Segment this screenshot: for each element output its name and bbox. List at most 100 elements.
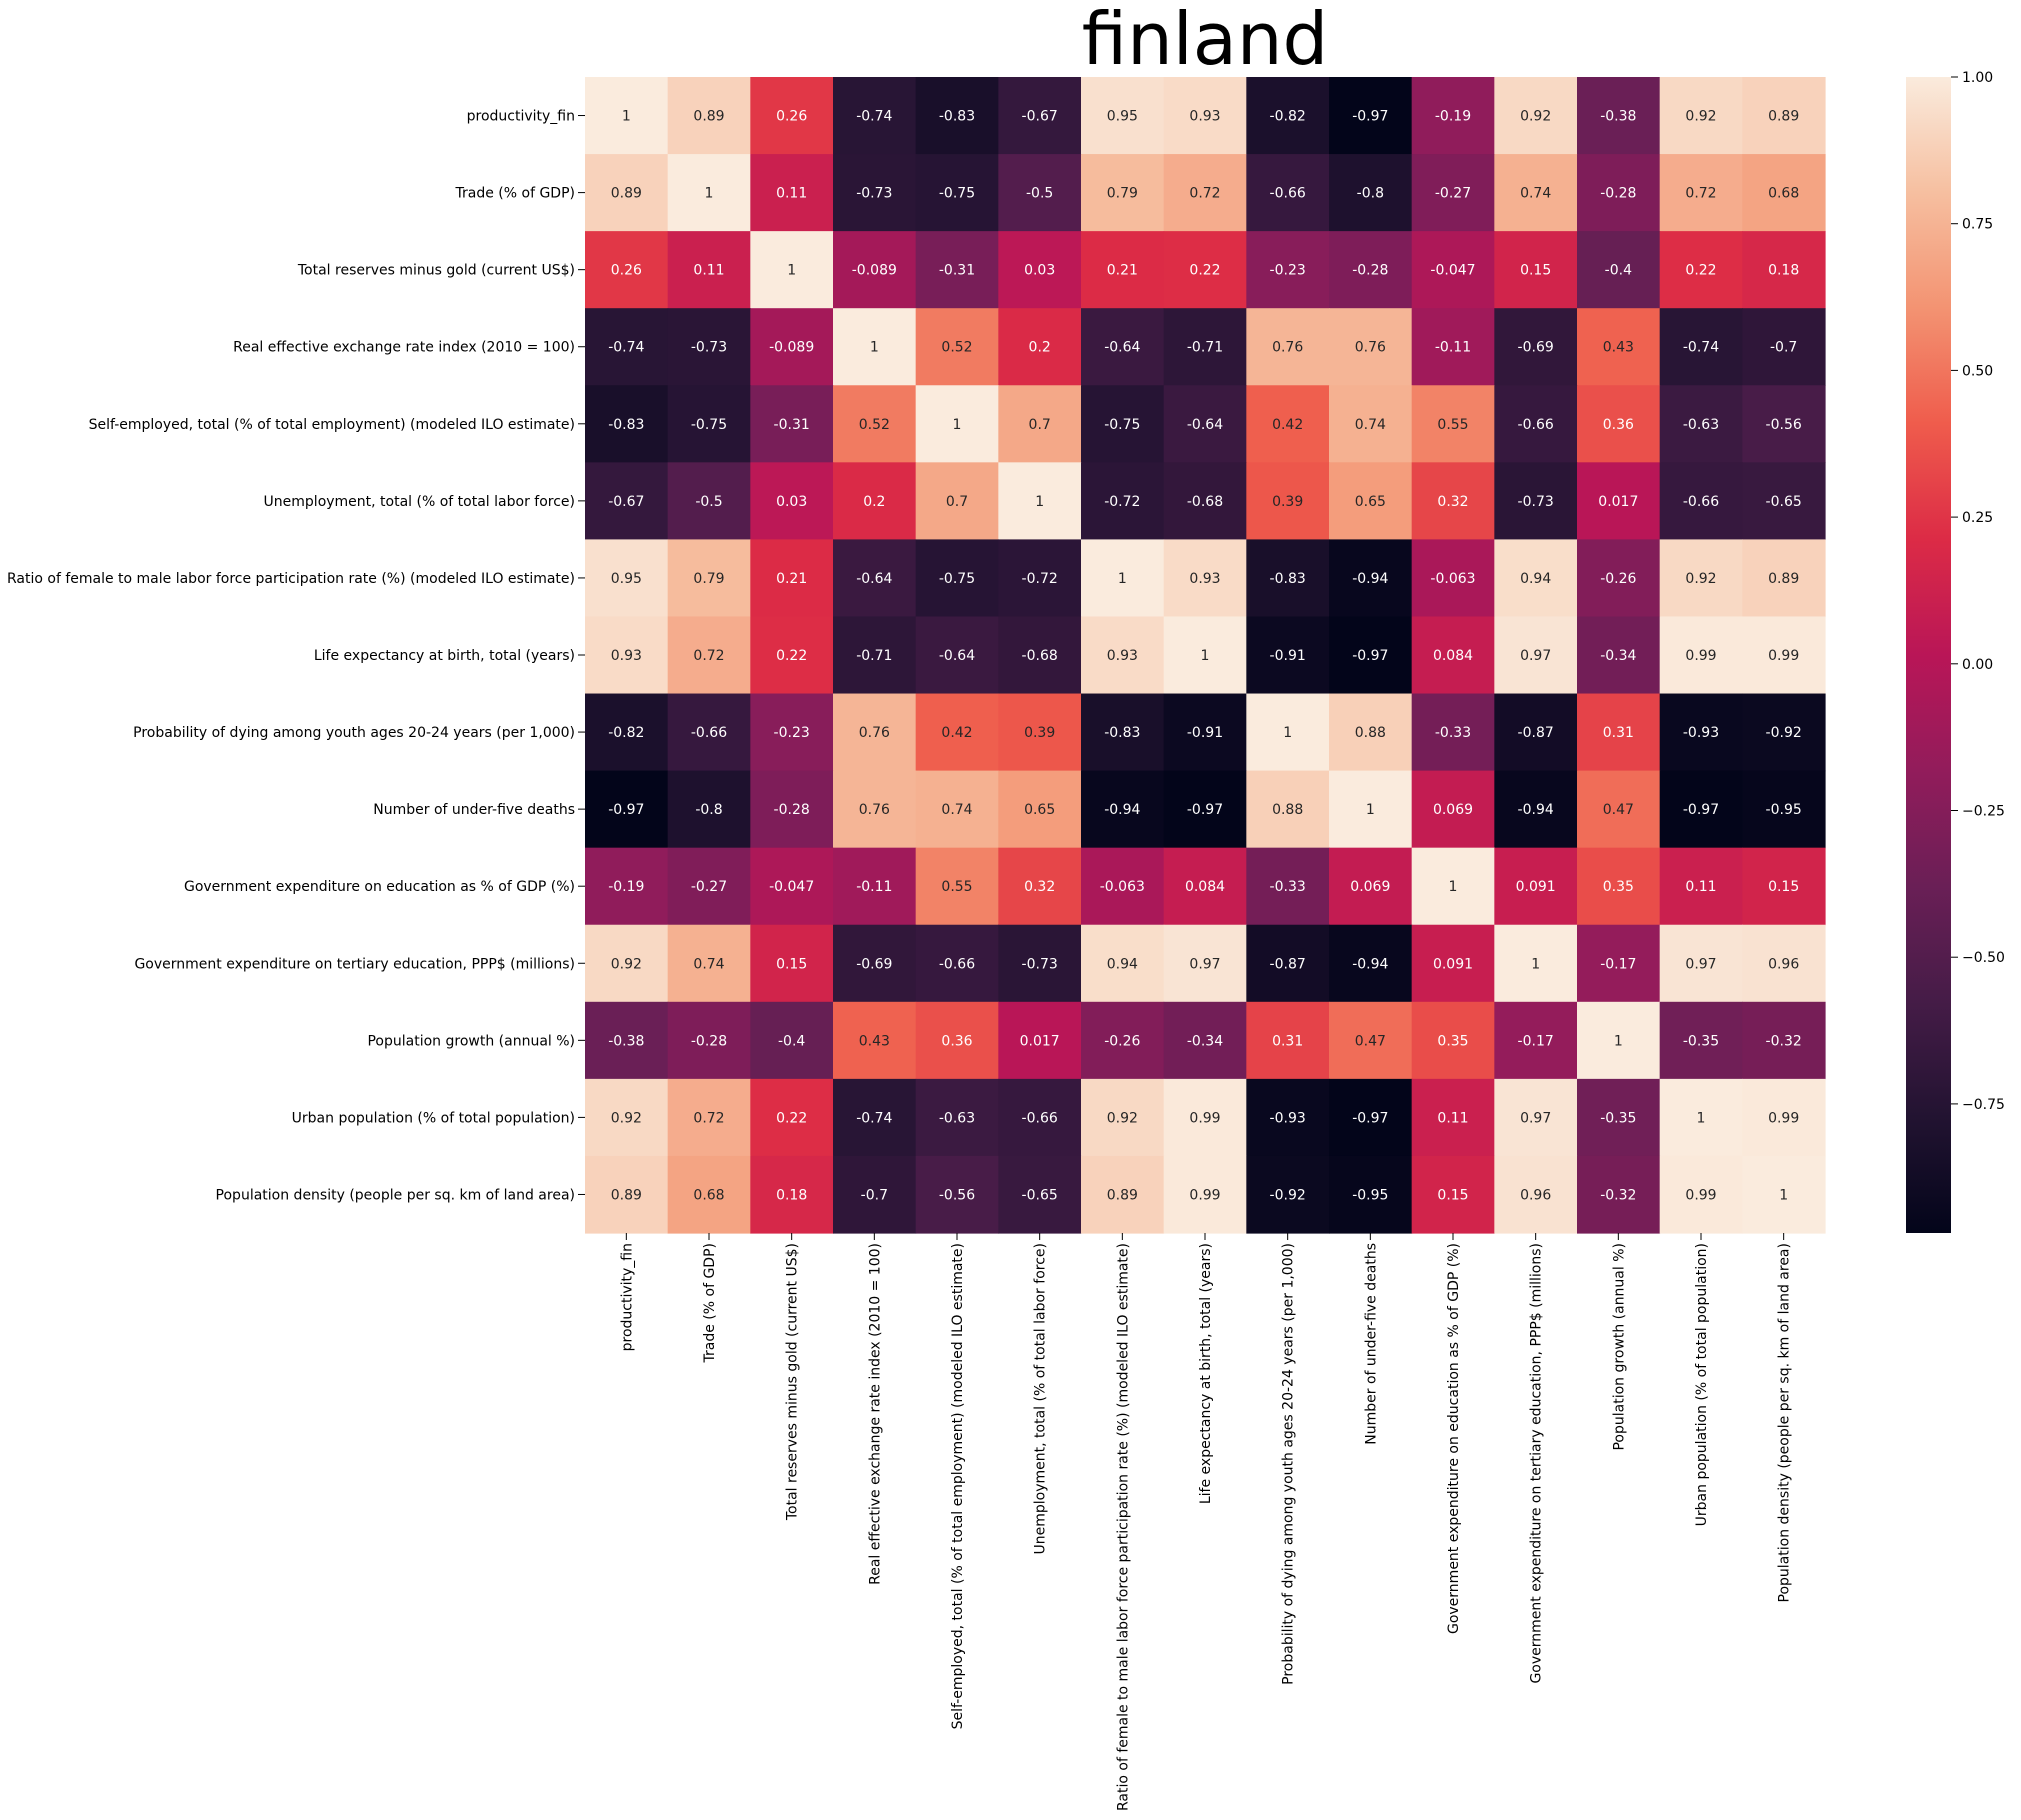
heatmap-cell <box>750 308 834 386</box>
heatmap-cell <box>750 385 834 463</box>
cell-value-label: -0.28 <box>1352 263 1388 279</box>
x-tick-label: Ratio of female to male labor force part… <box>1115 1243 1131 1811</box>
heatmap-cell <box>1246 616 1330 695</box>
heatmap-cell <box>1659 1078 1743 1157</box>
heatmap-cell <box>1163 77 1247 155</box>
cell-value-label: 0.52 <box>859 417 890 433</box>
heatmap-cell <box>667 924 751 1003</box>
y-tick-label: Unemployment, total (% of total labor fo… <box>264 494 575 510</box>
cell-value-label: -0.83 <box>1270 571 1306 587</box>
heatmap-cell <box>1494 616 1578 695</box>
cell-value-label: 0.091 <box>1516 879 1556 895</box>
heatmap-cell <box>833 1001 917 1080</box>
chart-title: finland <box>1082 0 1328 81</box>
heatmap-cell <box>1411 1078 1495 1157</box>
heatmap-cell <box>1081 77 1165 155</box>
heatmap-cell <box>1659 616 1743 695</box>
cell-value-label: 0.93 <box>611 648 642 664</box>
cell-value-label: 1 <box>1283 725 1292 741</box>
y-tick-label: productivity_fin <box>467 109 575 125</box>
cell-value-label: -0.74 <box>856 1110 892 1126</box>
heatmap-cell <box>833 385 917 463</box>
heatmap-cell <box>1246 847 1330 926</box>
x-tick-label: Government expenditure on tertiary educa… <box>1529 1243 1545 1684</box>
heatmap-cell <box>1411 77 1495 155</box>
cell-value-label: 0.7 <box>946 494 968 510</box>
cell-value-label: -0.91 <box>1270 648 1306 664</box>
heatmap-cell <box>833 770 917 849</box>
x-tick-label: Urban population (% of total population) <box>1694 1243 1710 1526</box>
cell-value-label: -0.68 <box>1187 494 1223 510</box>
cell-value-label: 1 <box>870 340 879 356</box>
heatmap-cell <box>1742 308 1826 386</box>
cell-value-label: -0.64 <box>939 648 975 664</box>
cell-value-label: 0.21 <box>776 571 807 587</box>
colorbar-tick-label: 0.75 <box>1962 217 1993 233</box>
heatmap-cell <box>915 539 999 618</box>
cell-value-label: 0.68 <box>693 1187 724 1203</box>
cell-value-label: -0.34 <box>1187 1033 1223 1049</box>
cell-value-label: -0.87 <box>1518 725 1554 741</box>
heatmap-cell <box>1081 231 1165 309</box>
cell-value-label: 0.42 <box>941 725 972 741</box>
heatmap-cell <box>998 231 1082 309</box>
heatmap-cell <box>1329 770 1413 849</box>
heatmap-cell <box>667 77 751 155</box>
cell-value-label: 0.47 <box>1603 802 1634 818</box>
cell-value-label: 0.89 <box>611 1187 642 1203</box>
cell-value-label: 0.95 <box>611 571 642 587</box>
heatmap-cell <box>1163 847 1247 926</box>
cell-value-label: 0.89 <box>1768 571 1799 587</box>
heatmap-cell <box>667 231 751 309</box>
cell-value-label: 0.069 <box>1350 879 1390 895</box>
cell-value-label: 0.18 <box>1768 263 1799 279</box>
heatmap-cell <box>1659 231 1743 309</box>
cell-value-label: 0.11 <box>693 263 724 279</box>
cell-value-label: 0.11 <box>776 186 807 202</box>
heatmap-cell <box>750 770 834 849</box>
heatmap-cell <box>1577 924 1661 1003</box>
y-axis-tick-labels: productivity_fin Trade (% of GDP) Total re… <box>7 109 585 1203</box>
cell-value-label: 0.74 <box>1355 417 1386 433</box>
heatmap-cell <box>1329 462 1413 540</box>
heatmap-cell <box>1081 385 1165 463</box>
heatmap-cell <box>585 693 669 772</box>
heatmap-cell <box>1411 924 1495 1003</box>
heatmap-cell <box>998 1078 1082 1157</box>
cell-value-label: -0.82 <box>608 725 644 741</box>
heatmap-cell <box>1329 847 1413 926</box>
cell-value-label: -0.11 <box>1435 340 1471 356</box>
cell-value-label: -0.64 <box>1104 340 1140 356</box>
cell-value-label: 0.99 <box>1189 1187 1220 1203</box>
colorbar-tick-label: −0.75 <box>1962 1097 2005 1113</box>
cell-value-label: 0.11 <box>1685 879 1716 895</box>
cell-value-label: -0.63 <box>1683 417 1719 433</box>
cell-value-label: -0.95 <box>1766 802 1802 818</box>
heatmap-cell <box>1742 539 1826 618</box>
cell-value-label: -0.94 <box>1352 956 1388 972</box>
heatmap-cell <box>1494 154 1578 232</box>
cell-value-label: -0.35 <box>1600 1110 1636 1126</box>
cell-value-label: -0.97 <box>1352 1110 1388 1126</box>
cell-value-label: -0.4 <box>778 1033 805 1049</box>
cell-value-label: 0.74 <box>941 802 972 818</box>
cell-value-label: 0.084 <box>1185 879 1225 895</box>
x-axis-tick-labels: productivity_fin Trade (% of GDP) Total re… <box>619 1233 1793 1811</box>
cell-value-label: -0.31 <box>939 263 975 279</box>
x-tick-label: Unemployment, total (% of total labor fo… <box>1033 1243 1049 1554</box>
heatmap-cell <box>915 77 999 155</box>
cell-value-label: -0.95 <box>1352 1187 1388 1203</box>
colorbar-tick-label: 1.00 <box>1962 70 1993 86</box>
cell-value-label: -0.23 <box>774 725 810 741</box>
cell-value-label: 0.72 <box>693 648 724 664</box>
heatmap-cell <box>915 693 999 772</box>
heatmap-cell <box>1742 77 1826 155</box>
cell-value-label: 0.96 <box>1768 956 1799 972</box>
cell-value-label: 0.68 <box>1768 186 1799 202</box>
heatmap-cell <box>1163 539 1247 618</box>
cell-value-label: 0.92 <box>1685 571 1716 587</box>
heatmap-cell <box>833 462 917 540</box>
x-tick-label: Government expenditure on education as %… <box>1446 1243 1462 1634</box>
heatmap-cell <box>1494 231 1578 309</box>
heatmap-cell <box>998 462 1082 540</box>
